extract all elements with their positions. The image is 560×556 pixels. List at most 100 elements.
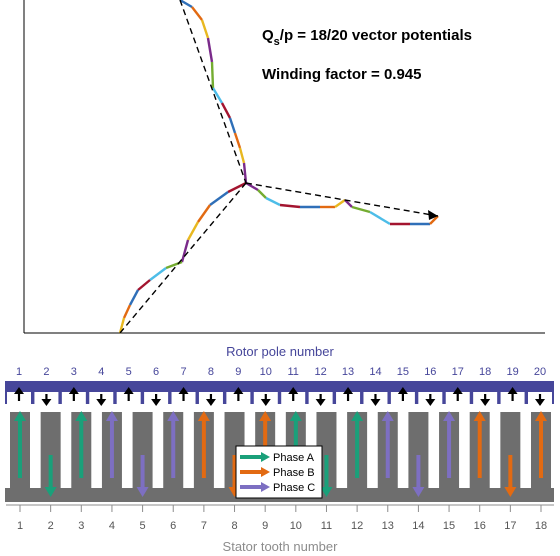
coil-arrow-phase-a-up-icon bbox=[351, 411, 364, 478]
stator bbox=[10, 412, 551, 490]
vector-segment bbox=[179, 0, 193, 9]
rotor-pole-number: 8 bbox=[208, 366, 214, 378]
stator-tooth-number: 8 bbox=[231, 520, 237, 532]
vector-segment bbox=[128, 289, 140, 306]
rotor-pole-number: 5 bbox=[126, 366, 132, 378]
rotor-pole-number: 7 bbox=[180, 366, 186, 378]
stator-tooth bbox=[408, 412, 429, 490]
resultant-vectors bbox=[119, 0, 439, 334]
vector-star-lines bbox=[118, 0, 439, 334]
coil-arrow-phase-c-down-icon bbox=[412, 455, 425, 497]
coil-arrow-phase-c-up-icon bbox=[381, 411, 394, 478]
legend-item: Phase B bbox=[240, 467, 315, 479]
rotor-pole-number: 1 bbox=[16, 366, 22, 378]
stator-tooth-number: 13 bbox=[382, 520, 394, 532]
legend-label: Phase A bbox=[273, 452, 315, 464]
legend-arrowhead-icon bbox=[261, 452, 270, 462]
vector-segment bbox=[206, 37, 214, 63]
vector-segment bbox=[149, 267, 167, 281]
stator-tooth-number: 6 bbox=[170, 520, 176, 532]
vector-segment bbox=[334, 199, 346, 208]
rotor-pole-number: 6 bbox=[153, 366, 159, 378]
pole-arrow-down-icon bbox=[205, 394, 216, 406]
stator-tooth-number: 9 bbox=[262, 520, 268, 532]
vector-segment bbox=[197, 204, 211, 223]
stator-tooth bbox=[132, 412, 153, 490]
legend-arrowhead-icon bbox=[261, 467, 270, 477]
rotor-pole-number: 13 bbox=[342, 366, 354, 378]
rotor-pole-number: 14 bbox=[369, 366, 381, 378]
rotor-pole-number: 19 bbox=[506, 366, 518, 378]
stator-tooth-number: 2 bbox=[48, 520, 54, 532]
pole-arrow-up-icon bbox=[123, 387, 134, 401]
rotor-pole-number: 9 bbox=[235, 366, 241, 378]
stator-tooth-numbers: 1 2 3 4 5 6 7 8 9 10 11 12 13 14 15 16 17 18 bbox=[6, 504, 554, 532]
vector-title: Qs/p = 18/20 vector potentials bbox=[262, 27, 472, 48]
vector-segment bbox=[122, 304, 132, 319]
vector-segment bbox=[137, 279, 151, 291]
pole-arrow-down-icon bbox=[480, 394, 491, 406]
rotor-poles bbox=[7, 387, 552, 406]
stator-tooth-number: 17 bbox=[504, 520, 516, 532]
arrowhead-right bbox=[428, 210, 438, 220]
vector-segment bbox=[210, 61, 215, 89]
vector-segment bbox=[227, 181, 247, 194]
pole-arrow-down-icon bbox=[260, 394, 271, 406]
stator-tooth-number: 14 bbox=[412, 520, 424, 532]
stator-tooth-number: 7 bbox=[201, 520, 207, 532]
vector-segment bbox=[118, 317, 126, 334]
pole-arrow-down-icon bbox=[370, 394, 381, 406]
legend-label: Phase C bbox=[273, 482, 315, 494]
rotor-pole-number: 20 bbox=[534, 366, 546, 378]
coil-arrow-phase-a-down-icon bbox=[44, 455, 57, 497]
resultant-phase-right bbox=[245, 182, 439, 217]
stator-tooth-number: 1 bbox=[17, 520, 23, 532]
pole-arrow-up-icon bbox=[452, 387, 463, 401]
vector-plot: Qs/p = 18/20 vector potentials Winding f… bbox=[23, 0, 545, 334]
rotor-axis-title: Rotor pole number bbox=[226, 344, 334, 359]
stator-tooth-number: 15 bbox=[443, 520, 455, 532]
vector-segment bbox=[228, 117, 237, 134]
rotor-pole-number: 3 bbox=[71, 366, 77, 378]
coil-arrow-phase-a-up-icon bbox=[14, 411, 26, 478]
coil-arrow-phase-b-up-icon bbox=[473, 411, 486, 478]
stator-tooth-number: 18 bbox=[535, 520, 547, 532]
rotor-pole-numbers: 1 2 3 4 5 6 7 8 9 10 11 12 13 14 15 16 17 18 19 20 bbox=[16, 366, 546, 378]
machine-schematic: Rotor pole number 1 2 3 4 5 6 7 8 9 10 11 12 13 14 15 1… bbox=[5, 344, 554, 554]
stator-tooth-number: 5 bbox=[140, 520, 146, 532]
vector-segment bbox=[200, 19, 210, 39]
coil-arrow-phase-b-up-icon bbox=[197, 411, 210, 478]
vector-segment bbox=[257, 189, 267, 199]
vector-segment bbox=[245, 181, 259, 192]
pole-arrow-up-icon bbox=[233, 387, 244, 401]
vector-segment bbox=[233, 132, 242, 149]
coil-arrow-phase-c-up-icon bbox=[443, 411, 456, 478]
vector-segment bbox=[191, 6, 203, 21]
legend-arrowhead-icon bbox=[261, 482, 270, 492]
resultant-phase-down bbox=[119, 182, 247, 334]
pole-arrow-down-icon bbox=[315, 394, 326, 406]
pole-arrow-up-icon bbox=[507, 387, 518, 401]
winding-factor-label: Winding factor = 0.945 bbox=[262, 66, 422, 83]
rotor-back-iron bbox=[5, 381, 554, 404]
resultant-phase-up bbox=[179, 0, 247, 184]
vector-segment bbox=[242, 162, 248, 184]
vector-segment bbox=[351, 205, 371, 214]
pole-arrow-up-icon bbox=[14, 387, 24, 401]
vector-segment bbox=[180, 239, 190, 263]
vector-segment bbox=[238, 147, 246, 164]
stator-tooth-number: 4 bbox=[109, 520, 115, 532]
pole-arrow-down-icon bbox=[96, 394, 107, 406]
vector-segment bbox=[186, 221, 200, 241]
vector-segment bbox=[209, 191, 229, 206]
pole-arrow-up-icon bbox=[178, 387, 189, 401]
rotor-pole-number: 17 bbox=[452, 366, 464, 378]
rotor-pole-number: 10 bbox=[260, 366, 272, 378]
stator-tooth bbox=[40, 412, 61, 490]
vector-segment bbox=[369, 210, 391, 226]
coil-arrow-phase-c-down-icon bbox=[136, 455, 149, 497]
pole-arrow-down-icon bbox=[41, 394, 52, 406]
pole-arrow-up-icon bbox=[343, 387, 354, 401]
pole-arrow-up-icon bbox=[288, 387, 299, 401]
coil-arrow-phase-c-up-icon bbox=[167, 411, 180, 478]
